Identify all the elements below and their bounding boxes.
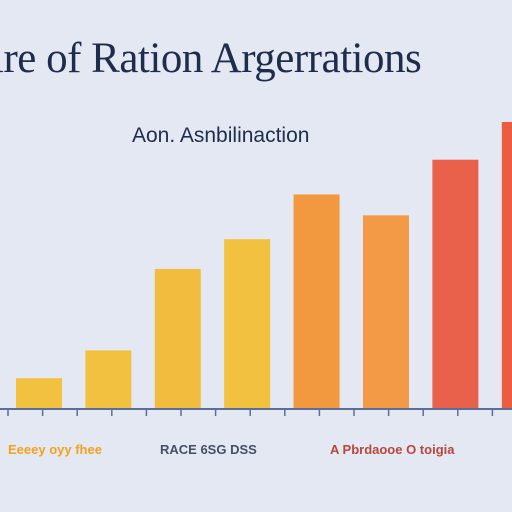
x-label-group-1: Eeeey oyy fhee: [8, 442, 102, 457]
bar-4: [224, 239, 271, 408]
chart-title: ire of Ration Argerrations: [0, 35, 422, 82]
bar-2: [85, 350, 132, 408]
bar-5: [293, 194, 340, 408]
x-label-group-2: RACE 6SG DSS: [160, 442, 257, 457]
x-label-group-3: A Pbrdaooe O toigia: [330, 442, 455, 457]
bar-1: [16, 378, 62, 408]
bar-3: [154, 268, 201, 408]
bar-7: [432, 159, 479, 408]
chart-subtitle: Aon. Asnbilinaction: [132, 124, 310, 147]
bar-6: [363, 215, 409, 408]
bar-8: [501, 121, 512, 408]
